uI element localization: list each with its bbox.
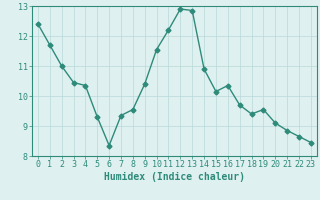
X-axis label: Humidex (Indice chaleur): Humidex (Indice chaleur) — [104, 172, 245, 182]
